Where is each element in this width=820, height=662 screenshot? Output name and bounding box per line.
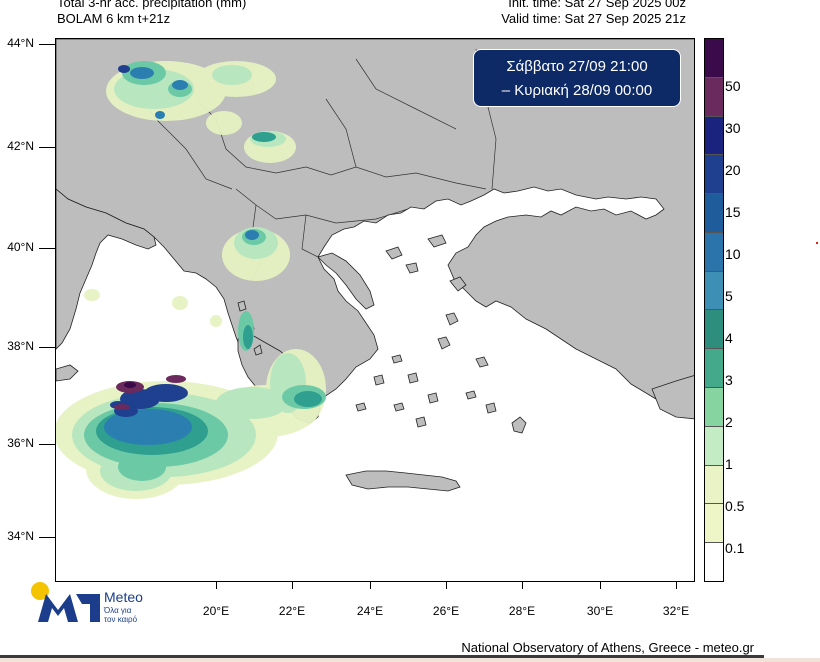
lat-tick — [39, 347, 55, 348]
colorbar-label: 0.5 — [725, 498, 745, 514]
logo-tagline: Όλα για τον καιρό — [104, 606, 138, 624]
precipitation-map — [55, 38, 695, 582]
colorbar-swatch — [705, 154, 723, 194]
colorbar-label: 5 — [725, 288, 733, 304]
meteo-logo-icon — [31, 582, 100, 622]
valid-time: Valid time: Sat 27 Sep 2025 21z — [501, 11, 686, 26]
lat-label-44: 44°N — [7, 36, 34, 50]
lon-label-28: 28°E — [508, 604, 536, 618]
init-time: Init. time: Sat 27 Sep 2025 00z — [508, 0, 686, 10]
chart-title: Total 3-hr acc. precipitation (mm) BOLAM… — [57, 0, 246, 27]
colorbar-label: 1 — [725, 456, 733, 472]
lat-tick — [39, 248, 55, 249]
lon-tick — [522, 582, 523, 589]
colorbar-label: 2 — [725, 414, 733, 430]
colorbar-swatch — [705, 542, 723, 581]
colorbar-swatch — [705, 387, 723, 426]
lat-label-38: 38°N — [7, 339, 34, 353]
colorbar-label: 15 — [725, 204, 741, 220]
lon-label-22: 22°E — [278, 604, 306, 618]
colorbar-swatch — [705, 193, 723, 232]
colorbar-swatch — [705, 39, 723, 77]
bottom-strip — [0, 658, 820, 662]
lon-tick — [676, 582, 677, 589]
precipitation-field — [56, 61, 326, 499]
colorbar-label: 50 — [725, 78, 741, 94]
lon-label-30: 30°E — [586, 604, 614, 618]
colorbar-swatch — [705, 425, 723, 465]
lon-label-32: 32°E — [662, 604, 690, 618]
colorbar-label: 4 — [725, 330, 733, 346]
lon-tick — [446, 582, 447, 589]
forecast-period-end: – Κυριακή 28/09 00:00 — [501, 82, 653, 99]
lat-tick — [39, 147, 55, 148]
colorbar-swatch — [705, 348, 723, 388]
colorbar-swatch — [705, 464, 723, 504]
lon-tick — [216, 582, 217, 589]
bottom-rule — [0, 655, 764, 658]
lon-tick — [370, 582, 371, 589]
colorbar-swatch — [705, 231, 723, 271]
lon-label-26: 26°E — [432, 604, 460, 618]
lat-tick — [39, 44, 55, 45]
lat-label-36: 36°N — [7, 436, 34, 450]
map-canvas — [56, 39, 694, 499]
lat-tick — [39, 537, 55, 538]
colorbar-swatch — [705, 115, 723, 155]
lon-tick — [600, 582, 601, 589]
title-line-2: BOLAM 6 km t+21z — [57, 11, 171, 26]
colorbar-swatch — [705, 270, 723, 310]
lon-label-24: 24°E — [356, 604, 384, 618]
credit-text: National Observatory of Athens, Greece -… — [461, 640, 754, 655]
lat-label-42: 42°N — [7, 139, 34, 153]
colorbar — [704, 38, 724, 582]
forecast-period-box: Σάββατο 27/09 21:00 – Κυριακή 28/09 00:0… — [473, 49, 681, 107]
colorbar-label: 0.1 — [725, 540, 745, 556]
colorbar-swatch — [705, 309, 723, 349]
lat-tick — [39, 444, 55, 445]
logo-name: Meteo — [104, 589, 143, 605]
lat-label-34: 34°N — [7, 529, 34, 543]
colorbar-label: 30 — [725, 120, 741, 136]
time-info: Init. time: Sat 27 Sep 2025 00z Valid ti… — [501, 0, 686, 27]
colorbar-swatch — [705, 76, 723, 116]
lat-label-40: 40°N — [7, 240, 34, 254]
colorbar-label: 3 — [725, 372, 733, 388]
colorbar-swatch — [705, 503, 723, 543]
lon-label-20: 20°E — [202, 604, 230, 618]
stray-dot — [816, 242, 818, 244]
forecast-period-start: Σάββατο 27/09 21:00 — [506, 58, 648, 75]
title-line-1: Total 3-hr acc. precipitation (mm) — [57, 0, 247, 10]
colorbar-label: 10 — [725, 246, 741, 262]
lon-tick — [292, 582, 293, 589]
colorbar-label: 20 — [725, 162, 741, 178]
